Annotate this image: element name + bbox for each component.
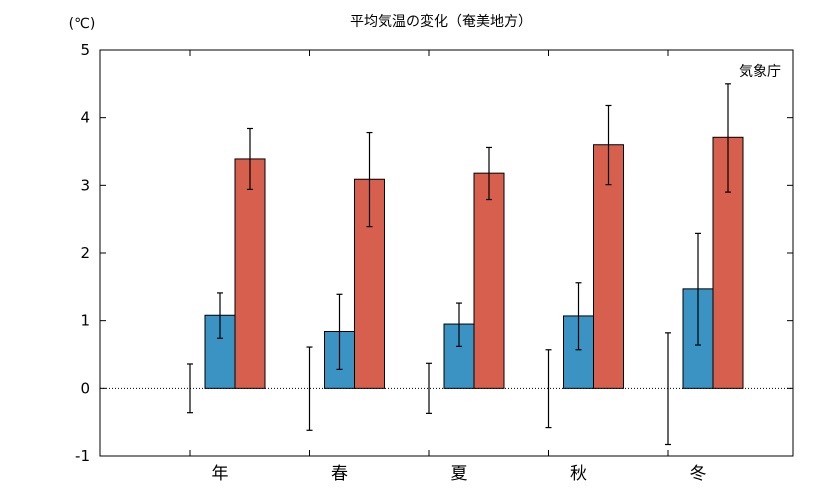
x-tick-label: 春: [331, 464, 348, 484]
error-bar: [336, 293, 343, 370]
error-bar: [247, 127, 253, 190]
y-tick-label: 4: [80, 109, 90, 127]
x-axis: 年春夏秋冬: [189, 50, 707, 484]
y-axis: -1 0 1 2 3 4 5: [75, 41, 793, 465]
error-bar: [217, 292, 223, 339]
error-bar: [605, 104, 612, 186]
y-tick-label: -1: [75, 447, 90, 465]
error-bar: [545, 349, 552, 429]
error-bars-layer: [187, 83, 731, 446]
error-bar: [665, 332, 671, 446]
y-tick-label: 0: [80, 379, 90, 397]
y-tick-label: 2: [80, 244, 90, 262]
chart-title: 平均気温の変化（奄美地方）: [350, 13, 532, 30]
bars-layer: [204, 136, 744, 389]
error-bar: [575, 282, 582, 351]
x-tick-label: 冬: [690, 464, 707, 484]
y-axis-unit: (℃): [69, 16, 96, 32]
error-bar: [426, 362, 432, 414]
y-tick-label: 5: [80, 41, 90, 59]
plot-frame: [99, 49, 794, 457]
error-bar: [695, 232, 701, 346]
error-bar: [366, 131, 373, 228]
error-bar: [486, 146, 492, 201]
x-tick-label: 秋: [570, 464, 587, 484]
bar: [234, 158, 266, 389]
bar: [563, 315, 594, 389]
x-tick-label: 夏: [451, 464, 468, 484]
error-bar: [187, 363, 193, 414]
bar: [473, 172, 505, 389]
y-tick-label: 3: [80, 176, 90, 194]
y-tick-label: 1: [80, 312, 90, 330]
error-bar: [456, 302, 462, 347]
x-tick-label: 年: [212, 464, 229, 484]
error-bar: [725, 83, 731, 193]
source-label: 気象庁: [739, 64, 781, 80]
error-bar: [306, 346, 313, 431]
bar: [593, 144, 624, 389]
